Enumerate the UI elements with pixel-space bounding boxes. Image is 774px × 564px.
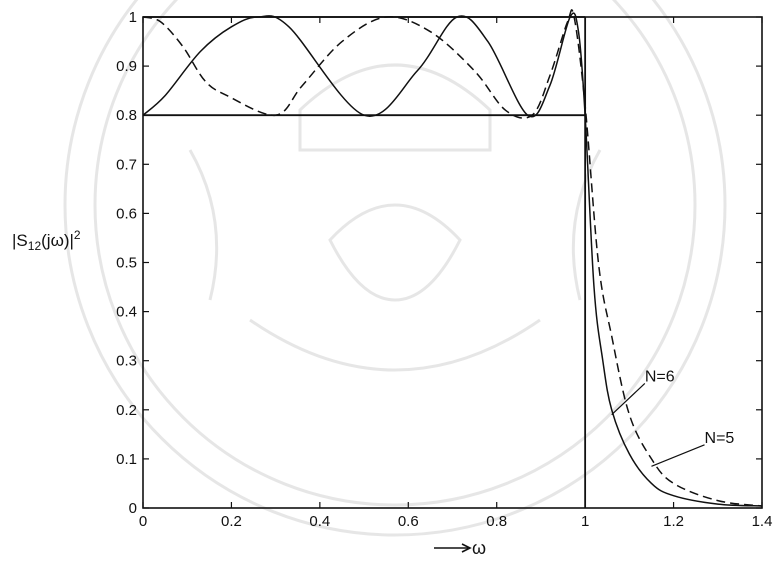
y-tick-label: 0.2	[116, 402, 137, 419]
series-line-n6	[142, 12, 763, 507]
y-tick-label: 0	[129, 500, 137, 517]
x-axis-label-arrowhead	[461, 543, 472, 553]
x-tick-label: 0	[139, 513, 147, 530]
x-axis-label-symbol: ω	[472, 538, 486, 558]
y-tick-label: 0.3	[116, 353, 137, 370]
annotation-label: N=5	[705, 430, 735, 447]
annotation-leader	[651, 444, 705, 467]
series	[142, 9, 763, 507]
y-axis-label: |S12(jω)|2	[12, 228, 81, 253]
x-tick-label: 0.6	[398, 513, 419, 530]
annotation-leader	[611, 382, 646, 416]
y-tick-label: 0.5	[116, 255, 137, 272]
y-tick-label: 0.8	[116, 107, 137, 124]
x-axis-label: ω	[434, 538, 486, 558]
university-seal-watermark	[63, 0, 727, 537]
annotation-label: N=6	[645, 368, 675, 385]
x-tick-label: 1.4	[752, 513, 773, 530]
y-tick-label: 0.6	[116, 205, 137, 222]
y-tick-label: 0.4	[116, 304, 137, 321]
x-tick-label: 0.8	[486, 513, 507, 530]
x-tick-label: 0.4	[309, 513, 330, 530]
reference-lines	[143, 16, 587, 508]
annotations: N=6 N=5	[611, 368, 735, 467]
y-tick-label: 0.9	[116, 58, 137, 75]
y-tick-label: 1	[129, 9, 137, 26]
x-tick-label: 1	[581, 513, 589, 530]
plot-frame	[142, 16, 763, 509]
axes: 0 0.2 0.4 0.6 0.8 1 1.2 1.4 0 0.1 0.2 0.3 0.4 0.5 0.6 0…	[116, 9, 772, 530]
x-tick-label: 0.2	[221, 513, 242, 530]
y-tick-label: 0.7	[116, 156, 137, 173]
series-line-n5	[142, 9, 763, 507]
axis-labels: |S12(jω)|2 ω	[12, 228, 486, 558]
x-tick-label: 1.2	[663, 513, 684, 530]
y-tick-label: 0.1	[116, 451, 137, 468]
